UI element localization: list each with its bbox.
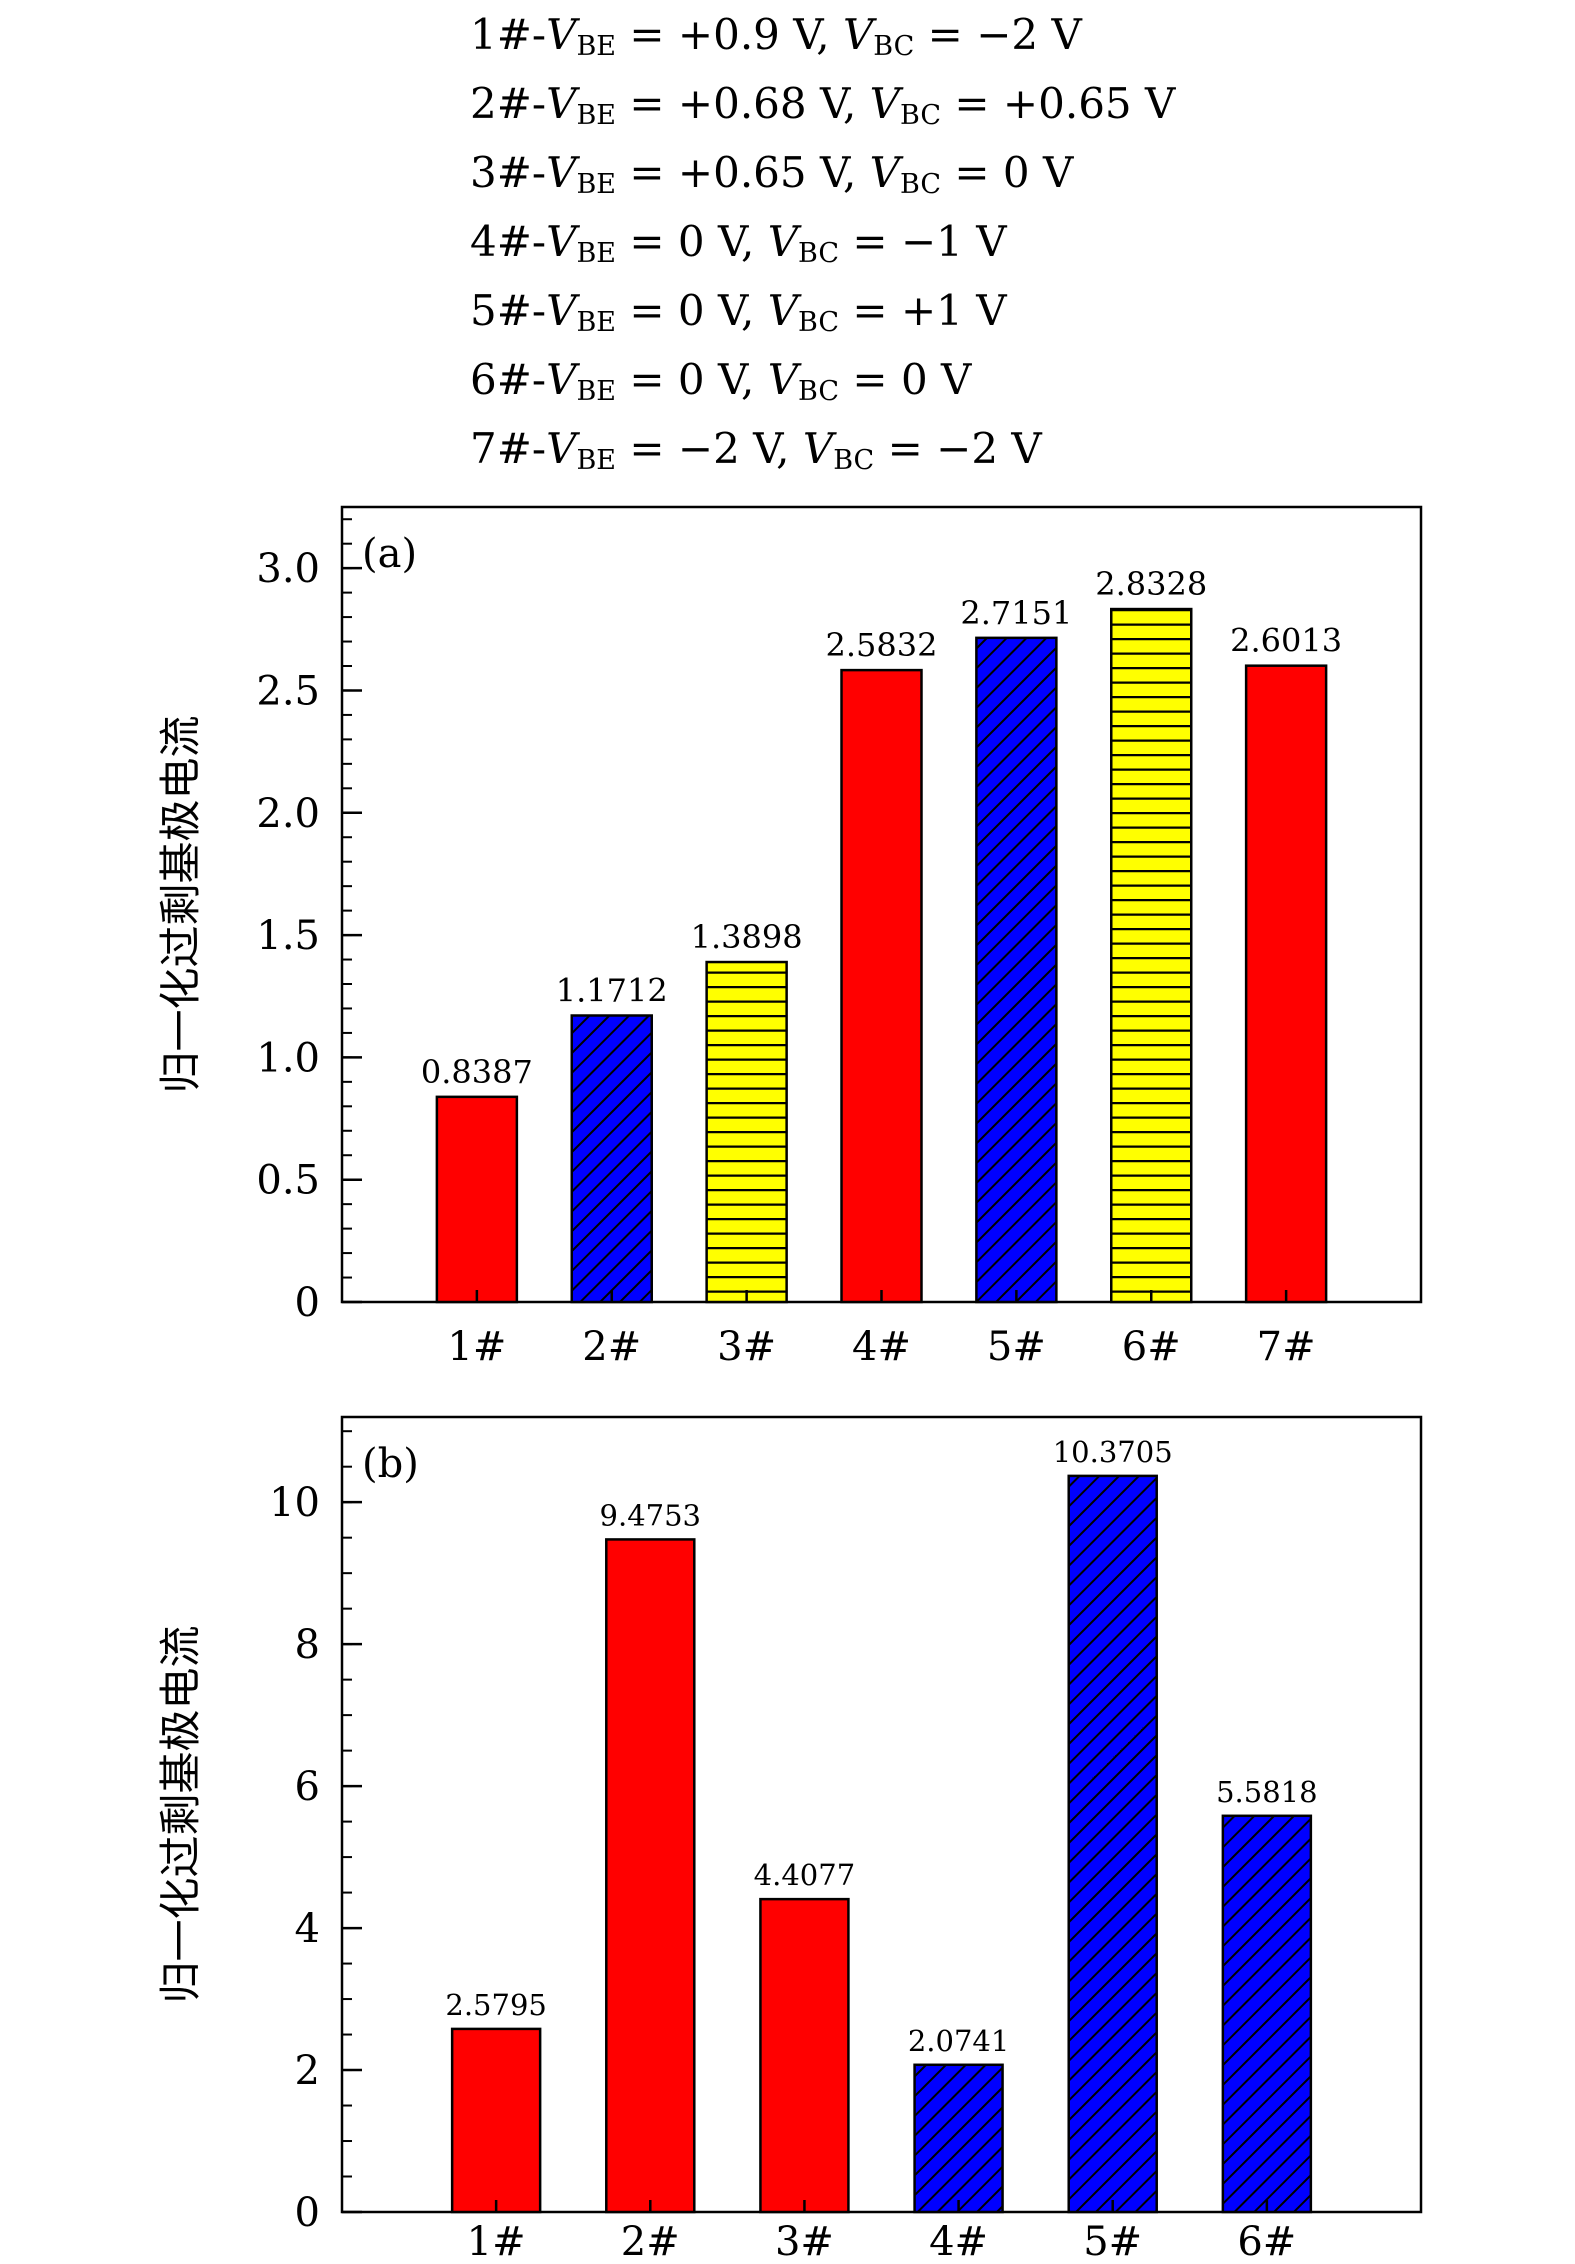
- y-tick-label: 2.5: [256, 668, 320, 714]
- x-tick-label: 4#: [852, 1324, 911, 1370]
- bar-value-label: 2.5832: [826, 626, 938, 664]
- chart-panel-b: 0 2 4 6 8 10 归一化过剩基极电流 (b) 2.5795 1# 9.4753 2# 4.407…: [156, 1415, 1423, 2264]
- bar-value-label: 2.6013: [1230, 622, 1342, 660]
- bar-1: [450, 2027, 542, 2214]
- x-tick-label: 7#: [1257, 1324, 1316, 1370]
- legend-line-7: 7#-VBE = −2 V, VBC = −2 V: [470, 424, 1042, 476]
- bar-value-label: 1.1712: [556, 972, 668, 1010]
- x-tick-label: 4#: [929, 2219, 988, 2264]
- y-tick-label: 0: [295, 2190, 320, 2236]
- y-tick-label: 1.5: [256, 913, 320, 959]
- y-axis-label: 归一化过剩基极电流: [156, 1625, 205, 2003]
- bar-5: [975, 636, 1058, 1304]
- y-tick-label: 6: [295, 1764, 320, 1810]
- bar-value-label: 10.3705: [1053, 1435, 1173, 1469]
- y-tick-label: 0: [295, 1280, 320, 1326]
- bar-4: [913, 2063, 1004, 2214]
- chart-panel-a: 0 0.5 1.0 1.5 2.0 2.5 3.0 归一化过剩基极电流 (a) 0.8387 1# 1…: [156, 505, 1423, 1370]
- bar-4: [840, 668, 923, 1304]
- legend-line-5: 5#-VBE = 0 V, VBC = +1 V: [470, 286, 1007, 338]
- x-tick-label: 5#: [1083, 2219, 1142, 2264]
- y-tick-label: 4: [295, 1906, 320, 1952]
- y-axis-label: 归一化过剩基极电流: [156, 715, 205, 1093]
- x-tick-label: 1#: [447, 1324, 506, 1370]
- x-tick-label: 1#: [467, 2219, 526, 2264]
- legend-line-1: 1#-VBE = +0.9 V, VBC = −2 V: [470, 10, 1082, 62]
- x-tick-label: 6#: [1237, 2219, 1296, 2264]
- bar-6: [1221, 1814, 1313, 2214]
- y-tick-label: 8: [295, 1622, 320, 1668]
- y-tick-label: 2.0: [256, 791, 320, 837]
- bar-2: [605, 1538, 696, 2214]
- y-tick-label: 10: [269, 1480, 320, 1526]
- panel-label: (b): [362, 1441, 419, 1487]
- bar-value-label: 1.3898: [691, 918, 803, 956]
- panel-label: (a): [362, 531, 417, 577]
- bar-value-label: 2.0741: [908, 2024, 1009, 2058]
- x-tick-label: 2#: [582, 1324, 641, 1370]
- bar-value-label: 9.4753: [600, 1498, 701, 1532]
- bar-5: [1067, 1474, 1158, 2214]
- bar-1: [435, 1095, 519, 1304]
- bar-value-label: 2.5795: [445, 1988, 546, 2022]
- legend-line-2: 2#-VBE = +0.68 V, VBC = +0.65 V: [470, 79, 1176, 131]
- legend-block: 1#-VBE = +0.9 V, VBC = −2 V 2#-VBE = +0.6…: [470, 0, 1430, 483]
- bar-value-label: 5.5818: [1216, 1775, 1317, 1809]
- legend-line-3: 3#-VBE = +0.65 V, VBC = 0 V: [470, 148, 1074, 200]
- y-tick-label: 3.0: [256, 546, 320, 592]
- bar-3: [705, 960, 788, 1304]
- bar-6: [1110, 607, 1193, 1304]
- x-tick-label: 5#: [987, 1324, 1046, 1370]
- y-tick-label: 2: [295, 2048, 320, 2094]
- bar-value-label: 2.8328: [1095, 565, 1207, 603]
- x-tick-label: 2#: [621, 2219, 680, 2264]
- bar-value-label: 0.8387: [421, 1053, 533, 1091]
- bar-2: [570, 1014, 653, 1304]
- bar-value-label: 4.4077: [754, 1858, 855, 1892]
- legend-line-6: 6#-VBE = 0 V, VBC = 0 V: [470, 355, 972, 407]
- bar-3: [759, 1897, 850, 2214]
- bar-7: [1244, 664, 1328, 1304]
- bar-value-label: 2.7151: [960, 594, 1072, 632]
- plot-frame: [340, 1415, 1423, 2214]
- x-tick-label: 3#: [717, 1324, 776, 1370]
- x-tick-label: 6#: [1122, 1324, 1181, 1370]
- legend-line-4: 4#-VBE = 0 V, VBC = −1 V: [470, 217, 1007, 269]
- y-tick-label: 1.0: [256, 1035, 320, 1081]
- y-tick-label: 0.5: [256, 1158, 320, 1204]
- x-tick-label: 3#: [775, 2219, 834, 2264]
